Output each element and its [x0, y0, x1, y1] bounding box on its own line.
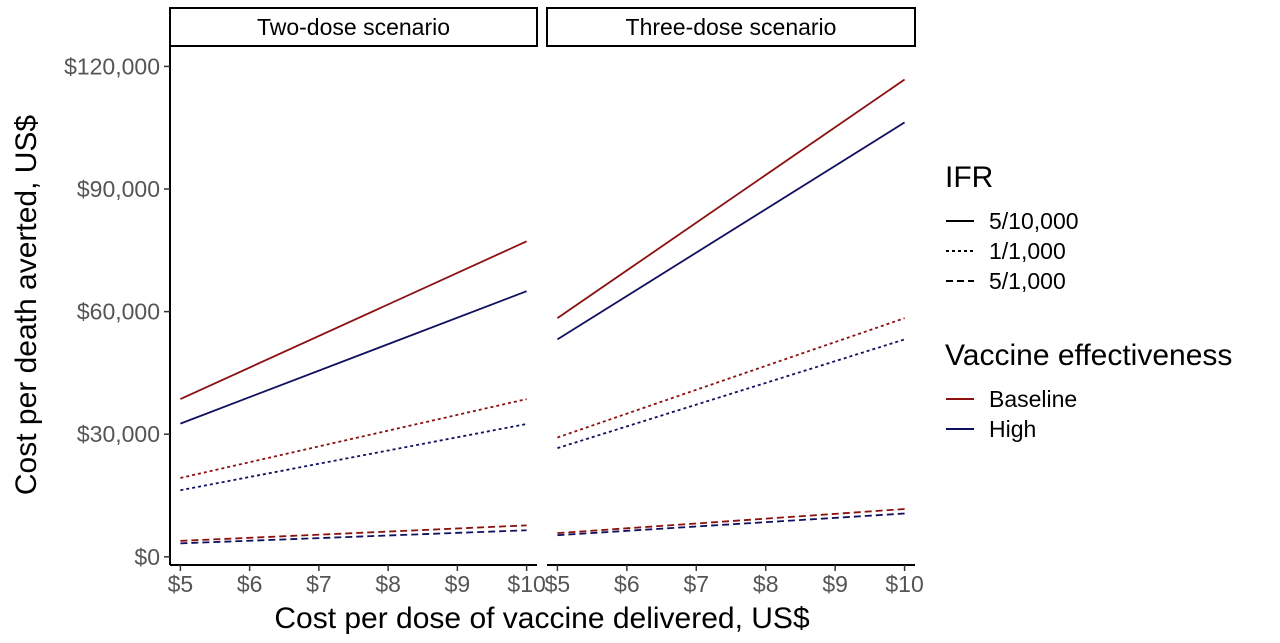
series-line-baseline-dashed [180, 524, 527, 542]
legend-key-icon [946, 428, 974, 430]
legend-ve-title: Vaccine effectiveness [945, 339, 1233, 372]
y-tick-label: $30,000 [77, 421, 160, 447]
y-tick-label: $120,000 [64, 53, 160, 79]
x-tick-label: $6 [614, 571, 640, 597]
series-line-baseline-dashed [557, 508, 905, 535]
x-tick-label: $10 [507, 571, 545, 597]
series-line-high-dashed [180, 529, 527, 545]
series-line-high-dotted [180, 423, 527, 492]
x-axis-title: Cost per dose of vaccine delivered, US$ [274, 602, 810, 635]
series-line-baseline-solid [556, 78, 906, 319]
facet-strip [546, 7, 916, 47]
facet-title: Two-dose scenario [257, 14, 450, 40]
legend-label: High [989, 415, 1037, 442]
series-line-high-solid [180, 290, 527, 425]
x-tick-label: $5 [168, 571, 194, 597]
series-line-high-dashed [557, 512, 905, 537]
x-tick-label: $7 [683, 571, 709, 597]
y-tick-label: $60,000 [77, 299, 160, 325]
x-tick-label: $6 [237, 571, 263, 597]
legend-key-icon [946, 280, 974, 282]
legend-key-icon [946, 398, 974, 400]
x-tick-label: $8 [375, 571, 401, 597]
facet-strip [169, 7, 538, 47]
legend-ifr: IFR 5/10,000 1/1,000 5/1,000 [945, 160, 1079, 296]
legend-label: 5/10,000 [989, 207, 1079, 234]
legend-item-ve: High [945, 414, 1232, 444]
x-tick-label: $7 [306, 571, 332, 597]
x-tick-label: $10 [885, 571, 923, 597]
legend-ifr-title: IFR [945, 161, 994, 194]
series-line-baseline-dotted [557, 317, 905, 439]
y-tick-label: $90,000 [77, 176, 160, 202]
legend-label: 1/1,000 [989, 237, 1066, 264]
legend-ve: Vaccine effectiveness Baseline High [945, 338, 1232, 444]
facet-title: Three-dose scenario [626, 14, 837, 40]
legend-key-icon [946, 250, 974, 252]
legend-item-ifr: 5/10,000 [945, 206, 1079, 236]
legend-item-ifr: 1/1,000 [945, 236, 1079, 266]
series-line-high-solid [556, 121, 906, 341]
x-tick-label: $9 [445, 571, 471, 597]
legend-item-ve: Baseline [945, 384, 1232, 414]
series-line-baseline-dotted [180, 398, 527, 479]
legend-label: Baseline [989, 385, 1078, 412]
x-tick-label: $8 [753, 571, 779, 597]
x-tick-label: $9 [822, 571, 848, 597]
series-line-high-dotted [557, 338, 905, 449]
y-tick-label: $0 [134, 544, 160, 570]
y-axis-title: Cost per death averted, US$ [10, 115, 43, 496]
legend-key-icon [946, 220, 974, 222]
legend-item-ifr: 5/1,000 [945, 266, 1079, 296]
series-line-baseline-solid [180, 240, 527, 400]
x-tick-label: $5 [545, 571, 571, 597]
legend-label: 5/1,000 [989, 267, 1066, 294]
